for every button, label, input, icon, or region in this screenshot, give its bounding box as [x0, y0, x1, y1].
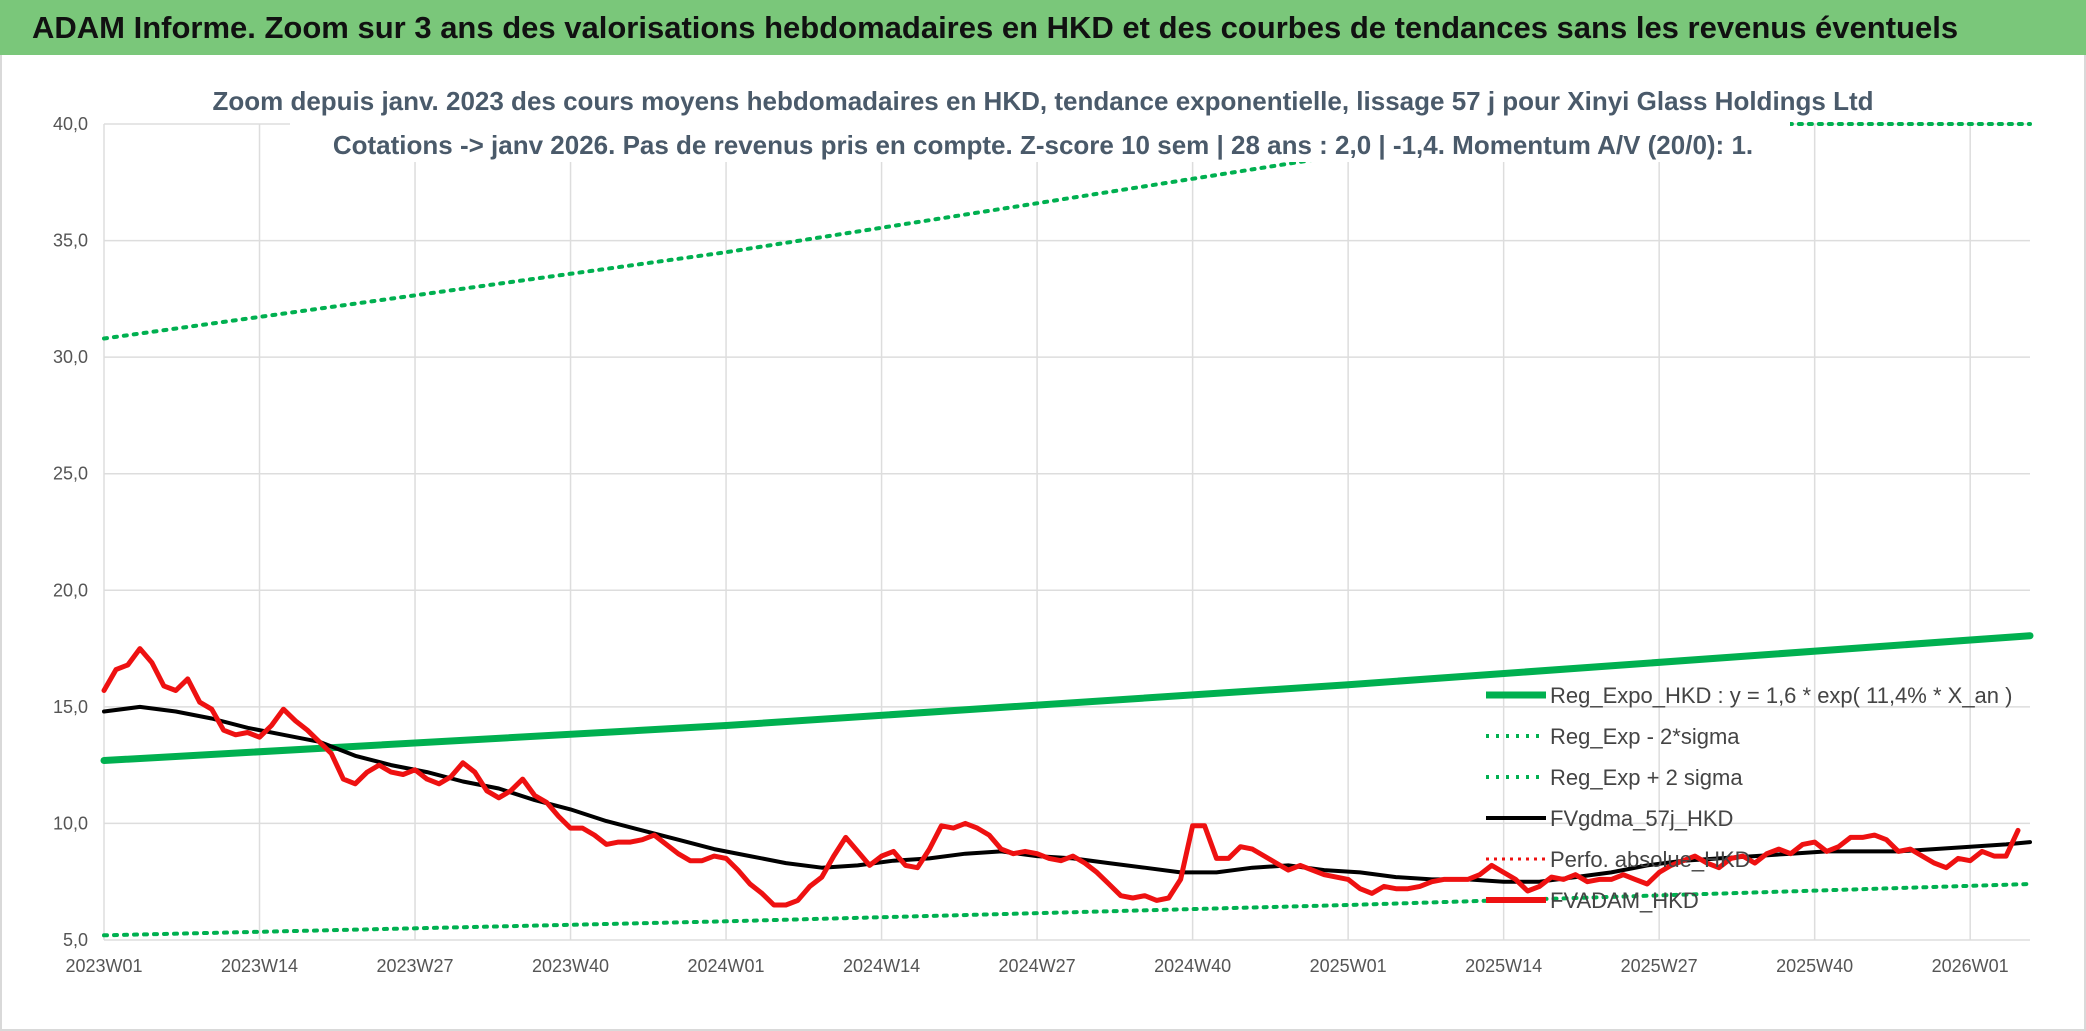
x-tick-label: 2024W14	[843, 956, 920, 976]
chart-title: Zoom depuis janv. 2023 des cours moyens …	[212, 76, 1874, 162]
x-tick-label: 2024W27	[999, 956, 1076, 976]
x-tick-label: 2025W27	[1621, 956, 1698, 976]
x-tick-label: 2026W01	[1932, 956, 2009, 976]
x-tick-label: 2024W40	[1154, 956, 1231, 976]
y-tick-label: 10,0	[53, 813, 88, 833]
series-line-regression	[100, 632, 2034, 764]
y-tick-label: 40,0	[53, 114, 88, 134]
title-background	[290, 76, 1790, 162]
x-tick-label: 2023W27	[376, 956, 453, 976]
report-banner-title: ADAM Informe. Zoom sur 3 ans des valoris…	[0, 0, 2086, 55]
y-tick-label: 5,0	[63, 930, 88, 950]
x-tick-label: 2025W01	[1310, 956, 1387, 976]
legend: Reg_Expo_HKD : y = 1,6 * exp( 11,4% * X_…	[1486, 683, 2012, 913]
legend-label: Reg_Exp + 2 sigma	[1550, 765, 1743, 790]
y-axis: 5,0 10,0 15,0 20,0 25,0 30,0 35,0 40,0	[53, 114, 88, 950]
y-tick-label: 25,0	[53, 464, 88, 484]
legend-label: Reg_Exp - 2*sigma	[1550, 724, 1740, 749]
x-tick-label: 2023W01	[65, 956, 142, 976]
series-line-price	[101, 646, 2021, 908]
x-tick-label: 2023W40	[532, 956, 609, 976]
y-tick-label: 35,0	[53, 231, 88, 251]
legend-label: FVgdma_57j_HKD	[1550, 806, 1733, 831]
y-tick-label: 20,0	[53, 580, 88, 600]
x-tick-label: 2025W40	[1776, 956, 1853, 976]
y-tick-label: 30,0	[53, 347, 88, 367]
x-axis: 2023W01 2023W14 2023W27 2023W40 2024W01 2024W…	[65, 956, 2008, 976]
chart-title-line: Cotations -> janv 2026. Pas de revenus p…	[333, 130, 1753, 160]
plot-series	[100, 122, 2034, 938]
x-tick-label: 2025W14	[1465, 956, 1542, 976]
x-tick-label: 2024W01	[688, 956, 765, 976]
y-tick-label: 15,0	[53, 697, 88, 717]
legend-label: Perfo. absolue_HKD	[1550, 847, 1751, 872]
x-tick-label: 2023W14	[221, 956, 298, 976]
series-line-minus-2sigma	[102, 882, 2032, 938]
legend-label: FVADAM_HKD	[1550, 888, 1699, 913]
chart-title-line: Zoom depuis janv. 2023 des cours moyens …	[212, 86, 1873, 116]
legend-label: Reg_Expo_HKD : y = 1,6 * exp( 11,4% * X_…	[1550, 683, 2012, 708]
grid	[103, 123, 2030, 941]
